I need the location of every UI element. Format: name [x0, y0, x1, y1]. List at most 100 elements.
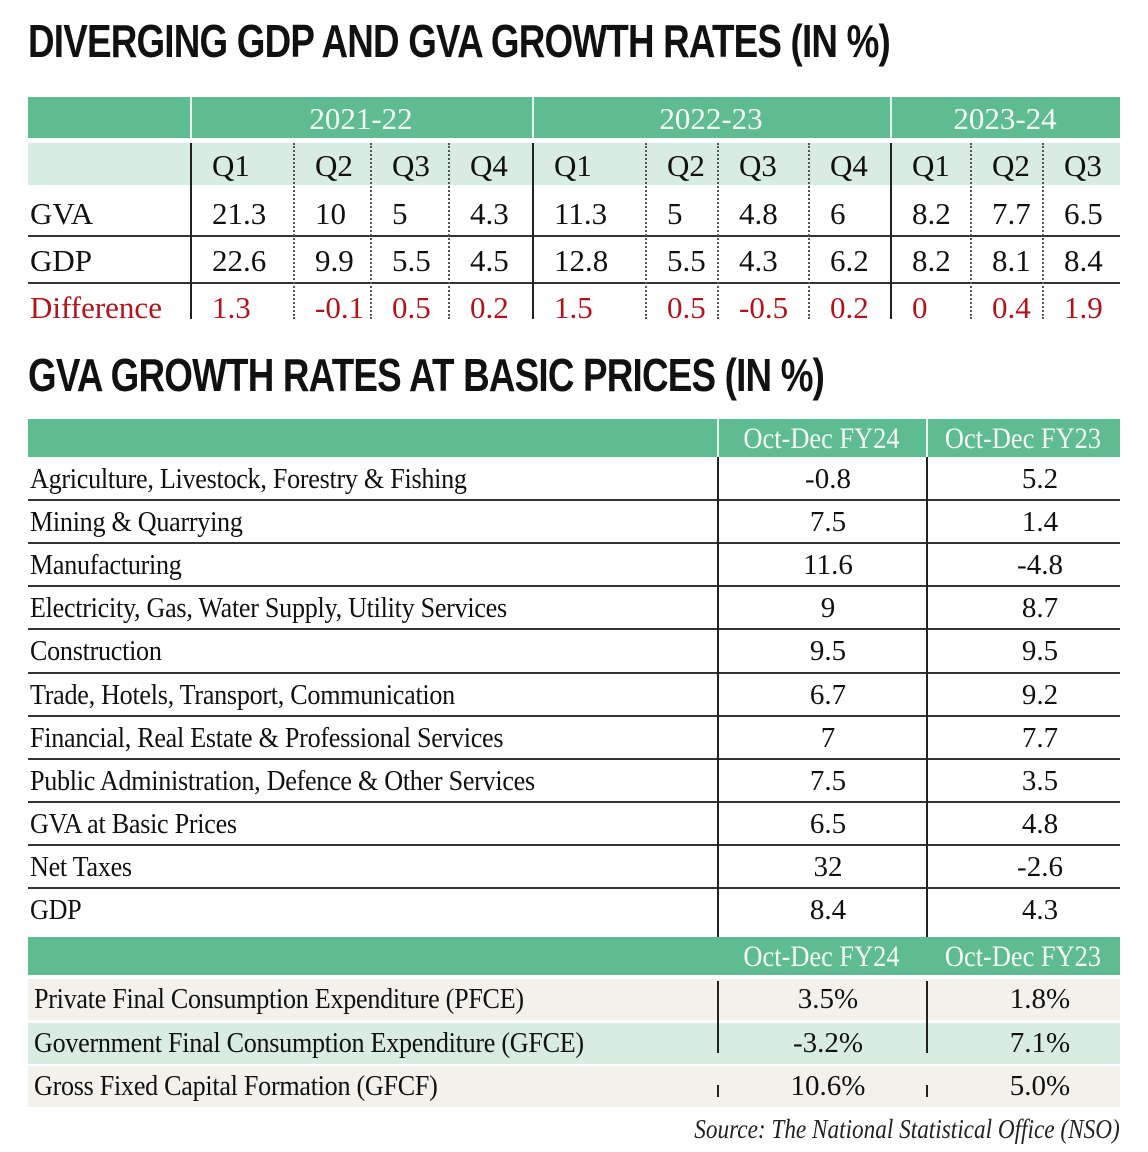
- table-cell: 0: [912, 290, 928, 325]
- header-divider: [190, 97, 192, 138]
- table-cell: -2.6: [1017, 850, 1063, 883]
- table-cell: 7.5: [809, 506, 847, 539]
- table-cell: 9.9: [315, 243, 354, 278]
- table-cell: 4.8: [1021, 807, 1059, 840]
- year-header: 2021-22: [309, 101, 413, 136]
- quarter-label: Q2: [667, 148, 705, 183]
- row-label: Government Final Consumption Expenditure…: [34, 1026, 584, 1059]
- table-cell: 4.3: [470, 196, 509, 231]
- quarter-label: Q1: [554, 148, 592, 183]
- table-cell: 5.5: [667, 243, 706, 278]
- row-label: Difference: [30, 290, 162, 325]
- table-cell: 8.4: [1064, 243, 1103, 278]
- table-cell: 10.6%: [790, 1070, 866, 1102]
- table-cell: 8.4: [809, 894, 847, 926]
- row-label: Net Taxes: [30, 850, 132, 883]
- row-divider: [28, 671, 1120, 674]
- group-divider: [190, 143, 192, 319]
- row-label: Public Administration, Defence & Other S…: [30, 764, 535, 797]
- table-cell: 5.0%: [1009, 1070, 1071, 1102]
- table-cell: 10: [315, 196, 346, 231]
- table-cell: 4.8: [739, 196, 778, 231]
- table-cell: -0.5: [739, 290, 789, 325]
- quarter-label: Q2: [992, 148, 1030, 183]
- row-label: Trade, Hotels, Transport, Communication: [30, 678, 455, 711]
- table-cell: 4.3: [739, 243, 778, 278]
- table-cell: 9.2: [1021, 678, 1059, 711]
- quarter-label: Q1: [912, 148, 950, 183]
- table-cell: -4.8: [1017, 549, 1063, 582]
- table-cell: 21.3: [212, 196, 267, 231]
- table-cell: 6.2: [830, 243, 869, 278]
- table-cell: 32: [813, 850, 843, 883]
- table-cell: 11.6: [803, 549, 853, 582]
- row-divider: [28, 714, 1120, 717]
- quarter-divider: [370, 143, 372, 319]
- quarter-label: Q3: [739, 148, 777, 183]
- column-header: Oct-Dec FY24: [743, 422, 900, 455]
- row-divider: [28, 282, 1120, 284]
- row-divider: [28, 887, 1120, 889]
- table-cell: -0.8: [805, 463, 851, 495]
- row-divider: [28, 542, 1120, 545]
- quarter-header-row: [28, 143, 1120, 185]
- header-divider: [890, 97, 892, 138]
- table-cell: 0.5: [392, 290, 431, 325]
- row-band: [28, 1066, 1120, 1107]
- quarter-divider: [970, 143, 972, 319]
- table-cell: 0.2: [470, 290, 509, 325]
- table-cell: 7.5: [809, 764, 847, 797]
- table-cell: 5.5: [392, 243, 431, 278]
- row-divider: [28, 757, 1120, 760]
- table-cell: 6: [830, 196, 846, 231]
- year-header: 2023-24: [953, 101, 1057, 136]
- row-band: [28, 1022, 1120, 1064]
- sector-header-row: [28, 419, 1120, 457]
- row-divider: [28, 628, 1120, 631]
- header-divider: [532, 97, 534, 138]
- column-header: Oct-Dec FY23: [944, 940, 1102, 973]
- table-cell: 8.2: [912, 196, 951, 231]
- table-cell: 8.1: [992, 243, 1031, 278]
- table-cell: 4.3: [1021, 894, 1059, 926]
- quarter-label: Q1: [212, 148, 250, 183]
- row-label: Construction: [30, 635, 162, 668]
- growth-rates-title: DIVERGING GDP AND GVA GROWTH RATES (IN %…: [28, 15, 891, 67]
- group-divider: [890, 143, 892, 319]
- year-header-row: [28, 97, 1120, 138]
- table-cell: 7: [820, 721, 836, 754]
- row-label: GDP: [30, 894, 82, 926]
- table-cell: 5.2: [1021, 463, 1059, 495]
- column-divider: [926, 457, 928, 976]
- column-divider: [717, 457, 719, 976]
- quarter-divider: [1042, 143, 1044, 319]
- table-cell: 6.5: [809, 807, 847, 840]
- table-cell: 5: [667, 196, 683, 231]
- header-divider: [717, 419, 719, 457]
- column-header: Oct-Dec FY24: [743, 940, 900, 973]
- row-label: GVA at Basic Prices: [30, 807, 237, 840]
- table-cell: 7.1%: [1009, 1026, 1071, 1059]
- column-divider: [717, 1085, 719, 1097]
- row-label: Electricity, Gas, Water Supply, Utility …: [30, 592, 507, 625]
- row-divider: [28, 843, 1120, 846]
- row-band: [28, 979, 1120, 1020]
- table-cell: 8.2: [912, 243, 951, 278]
- row-label: Mining & Quarrying: [30, 506, 243, 539]
- quarter-divider: [808, 143, 810, 319]
- table-cell: -3.2%: [792, 1026, 864, 1059]
- table-cell: -0.1: [315, 290, 365, 325]
- table-cell: 12.8: [554, 243, 609, 278]
- table-cell: 1.5: [554, 290, 593, 325]
- table-cell: 3.5: [1021, 764, 1059, 797]
- table-cell: 8.7: [1021, 592, 1059, 625]
- row-label: Agriculture, Livestock, Forestry & Fishi…: [30, 463, 467, 495]
- group-divider: [532, 143, 534, 319]
- row-label: Gross Fixed Capital Formation (GFCF): [34, 1070, 438, 1102]
- table-cell: 6.5: [1064, 196, 1103, 231]
- expenditure-header-row: [28, 937, 1120, 975]
- row-label: Manufacturing: [30, 549, 182, 582]
- table-cell: 3.5%: [797, 983, 859, 1015]
- row-label: GVA: [30, 196, 94, 231]
- table-cell: 1.3: [212, 290, 251, 325]
